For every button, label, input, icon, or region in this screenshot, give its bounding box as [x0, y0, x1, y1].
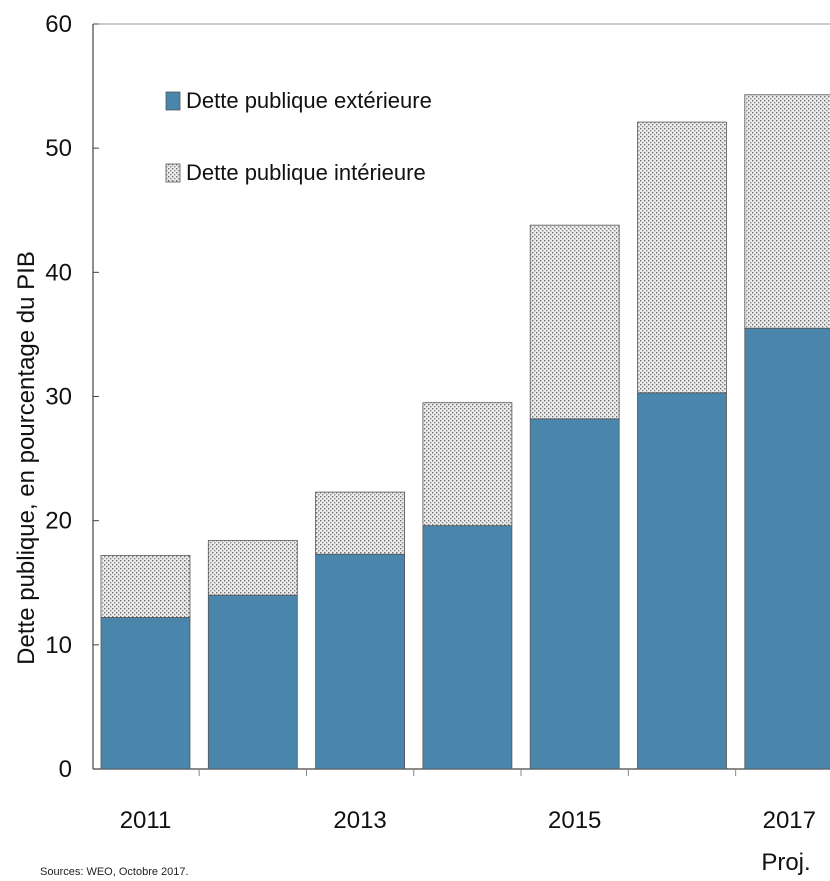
- y-tick-label: 0: [59, 756, 72, 783]
- bar-internal-debt: [637, 121, 727, 394]
- y-tick-label: 10: [45, 632, 72, 659]
- y-axis-label: Dette publique, en pourcentage du PIB: [13, 251, 40, 665]
- y-tick-label: 40: [45, 259, 72, 286]
- bar-internal-debt: [422, 402, 513, 527]
- legend-label: Dette publique intérieure: [186, 160, 426, 185]
- legend-swatch: [165, 163, 181, 183]
- legend-label: Dette publique extérieure: [186, 88, 432, 113]
- bar-external-debt: [315, 553, 406, 770]
- bar-external-debt: [207, 594, 298, 770]
- bar-external-debt: [744, 327, 830, 770]
- x-tick-label: 2017: [763, 807, 816, 834]
- bar-external-debt: [422, 525, 513, 770]
- projection-label: Proj.: [761, 849, 810, 876]
- y-tick-label: 60: [45, 11, 72, 38]
- x-tick-label: 2013: [333, 807, 386, 834]
- bar-external-debt: [529, 418, 620, 770]
- y-tick-label: 20: [45, 508, 72, 535]
- x-tick-label: 2015: [548, 807, 601, 834]
- bar-external-debt: [637, 392, 727, 770]
- bar-internal-debt: [529, 224, 620, 420]
- bar-internal-debt: [100, 555, 191, 618]
- y-tick-label: 30: [45, 384, 72, 411]
- bar-internal-debt: [315, 491, 406, 555]
- y-tick-label: 50: [45, 135, 72, 162]
- x-tick-label: 2011: [120, 807, 172, 834]
- legend-swatch: [165, 91, 181, 111]
- bar-internal-debt: [744, 94, 830, 329]
- bars: [100, 94, 830, 770]
- source-note: Sources: WEO, Octobre 2017.: [40, 866, 189, 878]
- tick-labels: 0 10 20 30 40 50 60 2011 2013 2015 2017: [45, 11, 816, 834]
- legend: Dette publique extérieure Dette publique …: [165, 88, 432, 185]
- bar-external-debt: [100, 617, 191, 770]
- bar-internal-debt: [207, 540, 298, 596]
